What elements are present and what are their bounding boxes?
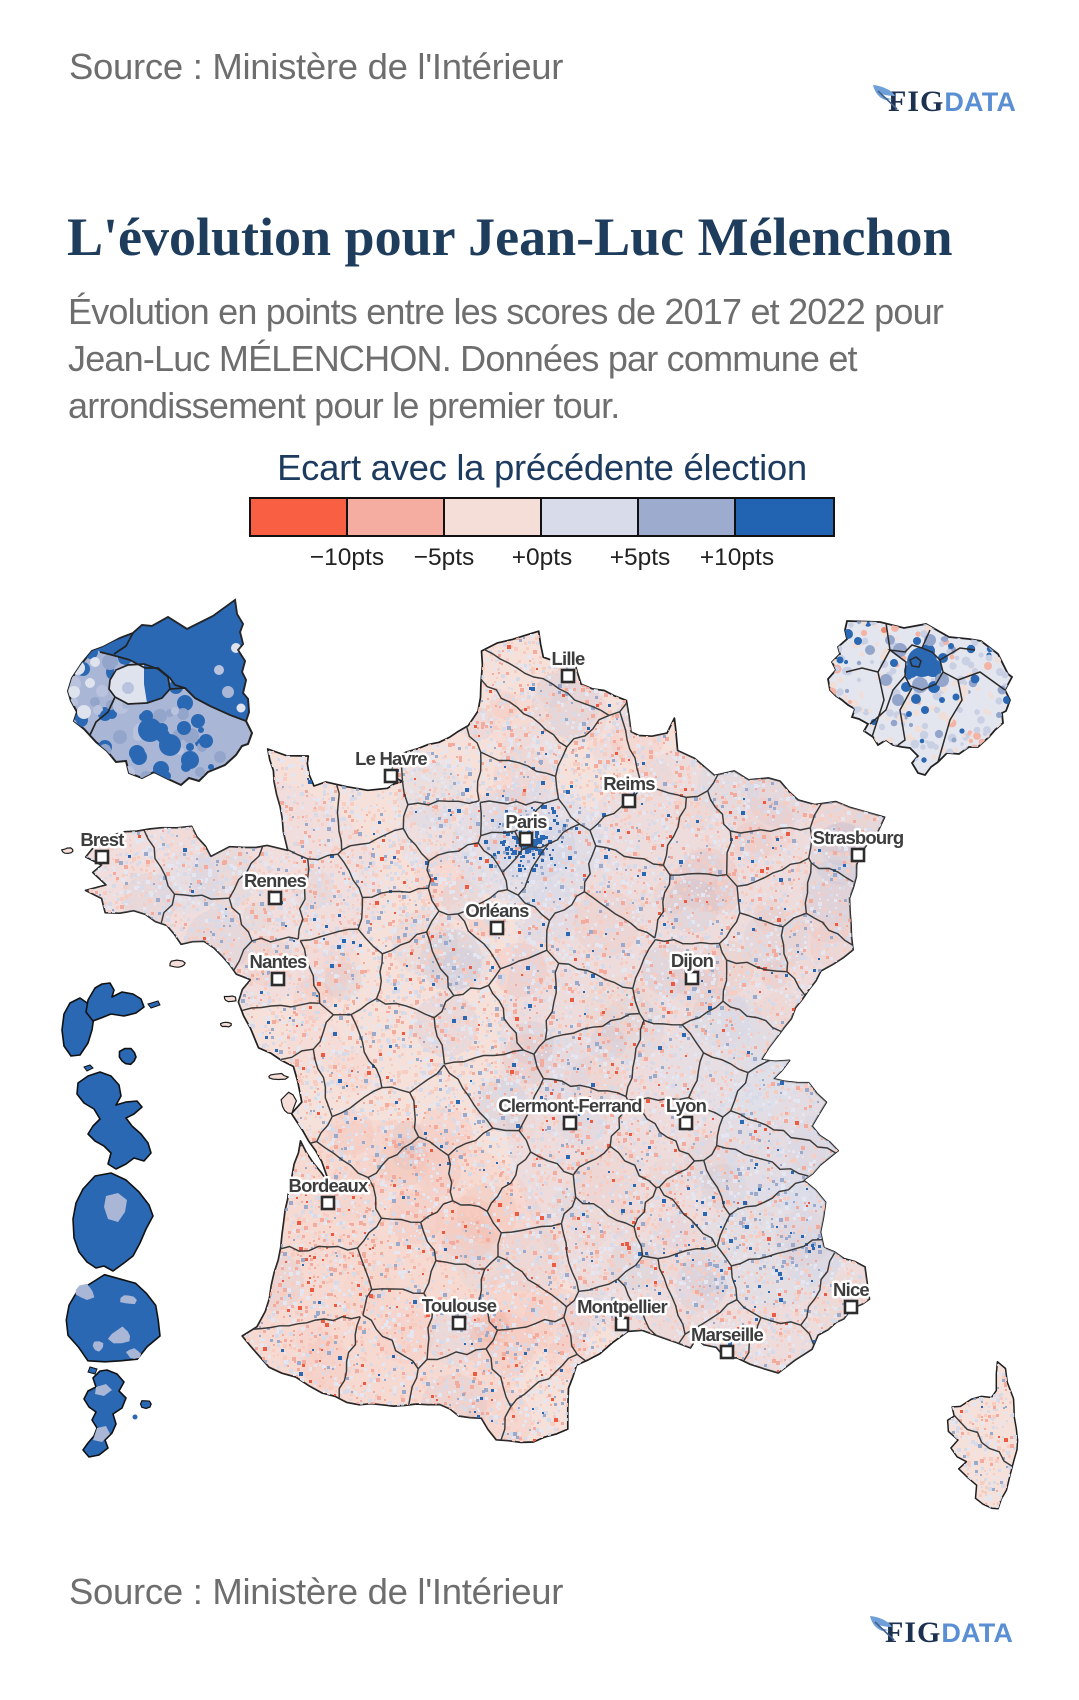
svg-text:Rennes: Rennes: [244, 870, 307, 891]
svg-text:Reims: Reims: [603, 773, 655, 794]
svg-text:Clermont-Ferrand: Clermont-Ferrand: [498, 1095, 642, 1116]
svg-text:Marseille: Marseille: [691, 1324, 763, 1345]
svg-text:Dijon: Dijon: [671, 950, 714, 971]
svg-text:Nice: Nice: [833, 1279, 869, 1300]
svg-text:Paris: Paris: [505, 811, 547, 832]
svg-text:Lyon: Lyon: [666, 1095, 707, 1116]
svg-text:Brest: Brest: [80, 829, 124, 850]
svg-text:Montpellier: Montpellier: [577, 1296, 667, 1317]
svg-text:Lille: Lille: [551, 648, 585, 669]
svg-text:Bordeaux: Bordeaux: [289, 1175, 369, 1196]
svg-text:Strasbourg: Strasbourg: [813, 827, 904, 848]
svg-text:Orléans: Orléans: [465, 900, 529, 921]
svg-text:Toulouse: Toulouse: [422, 1295, 497, 1316]
svg-text:Nantes: Nantes: [250, 951, 307, 972]
svg-text:Le Havre: Le Havre: [355, 748, 427, 769]
